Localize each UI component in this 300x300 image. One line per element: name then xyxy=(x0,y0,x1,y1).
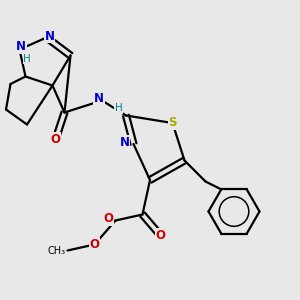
Text: H: H xyxy=(115,103,122,113)
Text: N: N xyxy=(16,40,26,53)
Text: CH₃: CH₃ xyxy=(48,245,66,256)
Text: N: N xyxy=(94,92,104,106)
Text: S: S xyxy=(168,116,177,130)
Text: H: H xyxy=(23,53,31,64)
Text: O: O xyxy=(155,229,166,242)
Text: O: O xyxy=(89,238,100,251)
Text: O: O xyxy=(103,212,113,226)
Text: O: O xyxy=(50,133,61,146)
Text: N: N xyxy=(44,29,55,43)
Text: N: N xyxy=(119,136,130,149)
